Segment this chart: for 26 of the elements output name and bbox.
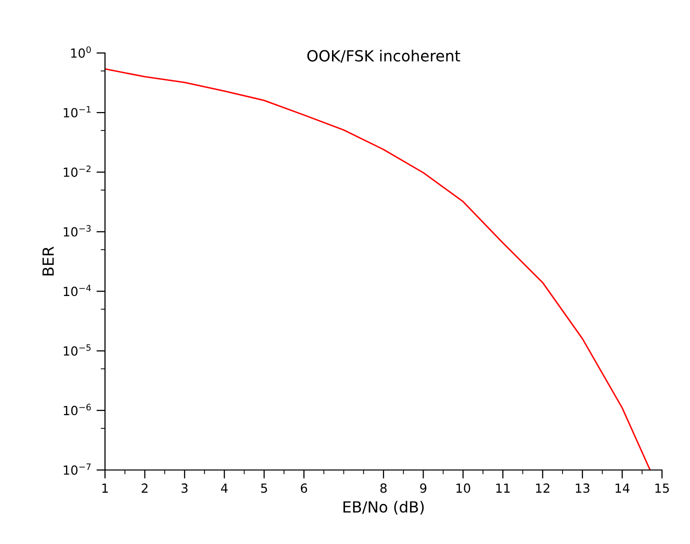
x-tick-label: 1 xyxy=(102,484,108,493)
x-tick-label: 9 xyxy=(420,483,426,493)
y-axis-title: BER xyxy=(42,246,54,276)
y-tick-label: 10$^{−2}$ xyxy=(64,166,90,177)
line-series xyxy=(105,68,651,470)
x-tick-label: 5 xyxy=(261,484,268,493)
y-tick-label: 10$^{−4}$ xyxy=(64,284,91,296)
y-tick-label: 10$^{−3}$ xyxy=(64,225,91,237)
x-tick-label: 10 xyxy=(456,483,470,493)
x-tick-label: 6 xyxy=(300,483,308,493)
x-tick-label: 13 xyxy=(576,483,590,493)
x-tick-label: 2 xyxy=(142,483,148,493)
x-tick-label: 15 xyxy=(655,484,669,493)
x-tick-label: 11 xyxy=(496,484,510,493)
x-tick-label: 14 xyxy=(616,484,630,493)
x-tick-label: 4 xyxy=(220,484,228,493)
y-tick-label: 10$^{−6}$ xyxy=(64,404,91,416)
x-tick-label: 12 xyxy=(536,483,550,493)
y-tick-label: 10$^{−7}$ xyxy=(64,464,91,475)
x-axis-title: EB/No (dB) xyxy=(343,500,424,514)
y-tick-label: 10$^{0}$ xyxy=(71,46,91,58)
chart-title: OOK/FSK incoherent xyxy=(307,50,460,63)
x-tick-label: 8 xyxy=(380,483,387,493)
y-tick-label: 10$^{−1}$ xyxy=(64,106,91,118)
x-tick-label: 3 xyxy=(182,483,188,493)
y-tick-label: 10$^{−5}$ xyxy=(64,344,91,356)
